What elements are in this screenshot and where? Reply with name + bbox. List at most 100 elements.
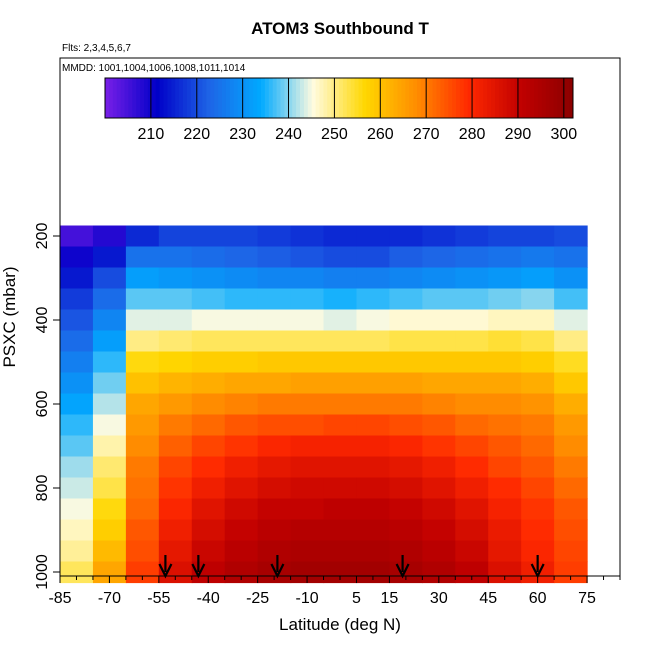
heatmap-cell — [422, 372, 456, 395]
colorbar-tick-label: 290 — [505, 126, 532, 143]
heatmap-cell — [158, 519, 193, 542]
heatmap-cell — [356, 414, 391, 437]
heatmap-cell — [257, 330, 292, 353]
heatmap-cell — [92, 435, 127, 458]
heatmap-cell — [554, 456, 588, 479]
heatmap-cell — [422, 267, 456, 290]
heatmap-cell — [158, 372, 193, 395]
colorbar-segment — [452, 78, 457, 118]
heatmap-cell — [389, 351, 423, 374]
heatmap-cell — [389, 309, 423, 332]
heatmap-cell — [488, 498, 522, 521]
x-tick-label: 45 — [479, 590, 497, 607]
heatmap-cell — [422, 435, 456, 458]
colorbar-segment — [444, 78, 449, 118]
heatmap-cell — [125, 456, 160, 479]
heatmap-cell — [422, 456, 456, 479]
colorbar-segment — [257, 78, 262, 118]
heatmap-cell — [92, 351, 127, 374]
heatmap-cell — [521, 288, 555, 311]
heatmap-cell — [257, 519, 292, 542]
heatmap-cell — [191, 246, 226, 269]
heatmap-cell — [455, 309, 489, 332]
chart-title: ATOM3 Southbound T — [251, 19, 429, 38]
heatmap-cell — [323, 477, 358, 500]
colorbar-segment — [475, 78, 480, 118]
colorbar-segment — [288, 78, 293, 118]
colorbar-tick-label: 220 — [183, 126, 210, 143]
colorbar-segment — [417, 78, 422, 118]
colorbar-segment — [311, 78, 317, 118]
colorbar-segment — [448, 78, 453, 118]
heatmap-cell — [224, 435, 259, 458]
colorbar-segment — [183, 78, 188, 118]
heatmap-cell — [60, 540, 94, 563]
colorbar-segment — [498, 78, 504, 118]
heatmap-cell — [125, 309, 160, 332]
colorbar-segment — [296, 78, 301, 118]
heatmap-cell — [290, 309, 325, 332]
colorbar-segment — [175, 78, 180, 118]
heatmap-cell — [554, 393, 588, 416]
heatmap-cell — [455, 561, 489, 584]
colorbar-segment — [491, 78, 496, 118]
heatmap-cell — [191, 309, 226, 332]
colorbar-segment — [144, 78, 149, 118]
x-tick-label: -10 — [295, 590, 318, 607]
heatmap-layer — [60, 225, 588, 584]
colorbar-segment — [545, 78, 551, 118]
heatmap-cell — [554, 498, 588, 521]
heatmap-cell — [521, 477, 555, 500]
colorbar-segment — [190, 78, 196, 118]
heatmap-cell — [257, 414, 292, 437]
heatmap-cell — [455, 246, 489, 269]
heatmap-cell — [422, 498, 456, 521]
heatmap-cell — [356, 246, 391, 269]
heatmap-cell — [125, 267, 160, 290]
heatmap-cell — [92, 246, 127, 269]
heatmap-cell — [191, 267, 226, 290]
heatmap-cell — [158, 477, 193, 500]
colorbar-segment — [471, 78, 476, 118]
y-axis: 200 400 600 800 1000 — [34, 223, 60, 590]
heatmap-cell — [290, 540, 325, 563]
heatmap-cell — [125, 414, 160, 437]
heatmap-cell — [92, 330, 127, 353]
colorbar-segment — [354, 78, 359, 118]
colorbar-segment — [530, 78, 535, 118]
heatmap-cell — [356, 288, 391, 311]
heatmap-cell — [554, 309, 588, 332]
colorbar-segment — [483, 78, 488, 118]
heatmap-cell — [554, 246, 588, 269]
heatmap-cell — [455, 414, 489, 437]
heatmap-cell — [389, 540, 423, 563]
colorbar-segment — [229, 78, 235, 118]
heatmap-cell — [92, 456, 127, 479]
heatmap-cell — [60, 456, 94, 479]
heatmap-cell — [191, 456, 226, 479]
colorbar-segment — [557, 78, 562, 118]
heatmap-cell — [455, 519, 489, 542]
heatmap-cell — [290, 330, 325, 353]
colorbar-segment — [136, 78, 141, 118]
heatmap-cell — [290, 267, 325, 290]
heatmap-cell — [191, 288, 226, 311]
heatmap-cell — [60, 435, 94, 458]
heatmap-cell — [191, 540, 226, 563]
heatmap-cell — [290, 288, 325, 311]
heatmap-cell — [422, 225, 456, 248]
heatmap-cell — [224, 309, 259, 332]
x-tick-label: -25 — [246, 590, 269, 607]
heatmap-cell — [422, 246, 456, 269]
heatmap-cell — [92, 267, 127, 290]
heatmap-cell — [125, 540, 160, 563]
colorbar: 210 220 230 240 250 260 270 280 290 300 — [104, 77, 577, 143]
dates-subtitle: MMDD: 1001,1004,1006,1008,1011,1014 — [62, 63, 246, 74]
colorbar-segment — [420, 78, 426, 118]
heatmap-cell — [356, 435, 391, 458]
heatmap-cell — [323, 561, 358, 584]
heatmap-cell — [323, 393, 358, 416]
heatmap-cell — [455, 351, 489, 374]
x-tick-label: 60 — [529, 590, 547, 607]
heatmap-cell — [323, 540, 358, 563]
